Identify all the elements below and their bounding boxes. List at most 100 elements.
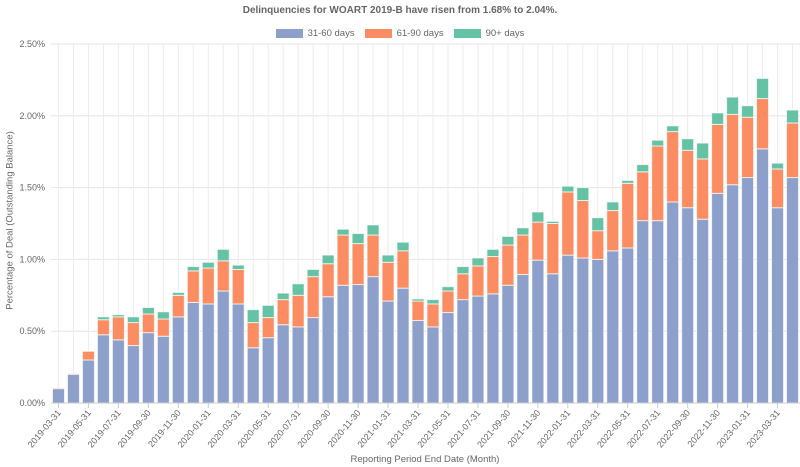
bar-segment-90-days[interactable] — [231, 264, 245, 270]
bar-segment-61-90-days[interactable] — [171, 294, 185, 318]
bar-segment-31-60-days[interactable] — [546, 273, 560, 404]
bar-segment-61-90-days[interactable] — [741, 116, 755, 179]
bar-segment-61-90-days[interactable] — [66, 373, 80, 375]
bar-segment-61-90-days[interactable] — [411, 300, 425, 321]
bar-segment-31-60-days[interactable] — [411, 319, 425, 404]
bar-segment-90-days[interactable] — [471, 257, 485, 267]
bar-segment-90-days[interactable] — [771, 162, 785, 170]
bar-segment-61-90-days[interactable] — [636, 171, 650, 222]
bar-segment-31-60-days[interactable] — [141, 332, 155, 404]
bar-segment-61-90-days[interactable] — [516, 234, 530, 275]
bar-segment-61-90-days[interactable] — [246, 322, 260, 349]
bar-segment-31-60-days[interactable] — [216, 290, 230, 404]
bar-segment-90-days[interactable] — [111, 314, 125, 318]
bar-segment-90-days[interactable] — [786, 109, 800, 124]
bar-segment-31-60-days[interactable] — [726, 184, 740, 404]
bar-segment-31-60-days[interactable] — [246, 347, 260, 404]
bar-segment-90-days[interactable] — [441, 286, 455, 292]
bar-segment-61-90-days[interactable] — [156, 318, 170, 337]
bar-segment-31-60-days[interactable] — [771, 207, 785, 404]
bar-segment-61-90-days[interactable] — [261, 317, 275, 339]
bar-segment-61-90-days[interactable] — [786, 122, 800, 179]
bar-segment-61-90-days[interactable] — [426, 303, 440, 328]
bar-segment-31-60-days[interactable] — [156, 335, 170, 404]
bar-segment-31-60-days[interactable] — [51, 388, 65, 404]
bar-segment-90-days[interactable] — [156, 311, 170, 320]
bar-segment-90-days[interactable] — [126, 316, 140, 324]
bar-segment-90-days[interactable] — [336, 228, 350, 236]
bar-segment-31-60-days[interactable] — [186, 301, 200, 404]
bar-segment-90-days[interactable] — [726, 96, 740, 115]
bar-segment-31-60-days[interactable] — [456, 299, 470, 404]
bar-segment-90-days[interactable] — [561, 185, 575, 193]
bar-segment-31-60-days[interactable] — [441, 312, 455, 404]
bar-segment-61-90-days[interactable] — [366, 234, 380, 278]
bar-segment-31-60-days[interactable] — [81, 359, 95, 404]
bar-segment-61-90-days[interactable] — [456, 273, 470, 301]
bar-segment-31-60-days[interactable] — [651, 220, 665, 404]
bar-segment-90-days[interactable] — [636, 164, 650, 173]
bar-segment-90-days[interactable] — [96, 316, 110, 321]
legend-item-61-90[interactable]: 61-90 days — [364, 28, 444, 39]
bar-segment-90-days[interactable] — [456, 266, 470, 275]
bar-segment-31-60-days[interactable] — [201, 303, 215, 404]
bar-segment-90-days[interactable] — [201, 261, 215, 269]
bar-segment-61-90-days[interactable] — [576, 200, 590, 259]
bar-segment-90-days[interactable] — [516, 227, 530, 236]
bar-segment-61-90-days[interactable] — [216, 260, 230, 292]
bar-segment-90-days[interactable] — [396, 241, 410, 252]
bar-segment-90-days[interactable] — [216, 248, 230, 262]
bar-segment-31-60-days[interactable] — [681, 207, 695, 404]
bar-segment-61-90-days[interactable] — [381, 261, 395, 302]
bar-segment-61-90-days[interactable] — [651, 145, 665, 222]
bar-segment-31-60-days[interactable] — [111, 339, 125, 404]
bar-segment-31-60-days[interactable] — [351, 284, 365, 404]
bar-segment-90-days[interactable] — [681, 138, 695, 151]
bar-segment-61-90-days[interactable] — [606, 210, 620, 252]
bar-segment-61-90-days[interactable] — [186, 270, 200, 303]
bar-segment-90-days[interactable] — [321, 254, 335, 265]
bar-segment-31-60-days[interactable] — [666, 201, 680, 404]
bar-segment-90-days[interactable] — [756, 77, 770, 100]
bar-segment-90-days[interactable] — [246, 309, 260, 324]
bar-segment-31-60-days[interactable] — [396, 287, 410, 404]
bar-segment-31-60-days[interactable] — [561, 254, 575, 404]
bar-segment-31-60-days[interactable] — [576, 257, 590, 404]
bar-segment-61-90-days[interactable] — [486, 256, 500, 295]
bar-segment-90-days[interactable] — [171, 291, 185, 296]
bar-segment-90-days[interactable] — [621, 179, 635, 184]
bar-segment-31-60-days[interactable] — [366, 276, 380, 404]
bar-segment-61-90-days[interactable] — [561, 191, 575, 256]
bar-segment-31-60-days[interactable] — [516, 273, 530, 404]
bar-segment-31-60-days[interactable] — [291, 326, 305, 404]
bar-segment-90-days[interactable] — [381, 254, 395, 263]
bar-segment-61-90-days[interactable] — [471, 265, 485, 297]
bar-segment-90-days[interactable] — [411, 298, 425, 302]
bar-segment-31-60-days[interactable] — [621, 247, 635, 404]
bar-segment-31-60-days[interactable] — [306, 317, 320, 404]
bar-segment-61-90-days[interactable] — [306, 276, 320, 319]
bar-segment-61-90-days[interactable] — [276, 299, 290, 326]
legend-item-90-plus[interactable]: 90+ days — [453, 28, 524, 39]
bar-segment-61-90-days[interactable] — [591, 230, 605, 260]
bar-segment-31-60-days[interactable] — [786, 177, 800, 404]
bar-segment-61-90-days[interactable] — [351, 243, 365, 286]
bar-segment-61-90-days[interactable] — [531, 221, 545, 261]
bar-segment-90-days[interactable] — [426, 299, 440, 305]
bar-segment-31-60-days[interactable] — [531, 259, 545, 404]
bar-segment-31-60-days[interactable] — [261, 337, 275, 404]
bar-segment-31-60-days[interactable] — [126, 345, 140, 404]
bar-segment-31-60-days[interactable] — [591, 258, 605, 404]
bar-segment-90-days[interactable] — [366, 224, 380, 236]
bar-segment-31-60-days[interactable] — [231, 303, 245, 404]
bar-segment-31-60-days[interactable] — [426, 326, 440, 404]
bar-segment-61-90-days[interactable] — [546, 223, 560, 275]
bar-segment-61-90-days[interactable] — [96, 319, 110, 336]
bar-segment-90-days[interactable] — [666, 125, 680, 133]
bar-segment-31-60-days[interactable] — [171, 316, 185, 404]
bar-segment-90-days[interactable] — [546, 220, 560, 224]
bar-segment-31-60-days[interactable] — [66, 373, 80, 404]
bar-segment-61-90-days[interactable] — [336, 234, 350, 286]
bar-segment-61-90-days[interactable] — [756, 98, 770, 150]
bar-segment-31-60-days[interactable] — [711, 192, 725, 404]
